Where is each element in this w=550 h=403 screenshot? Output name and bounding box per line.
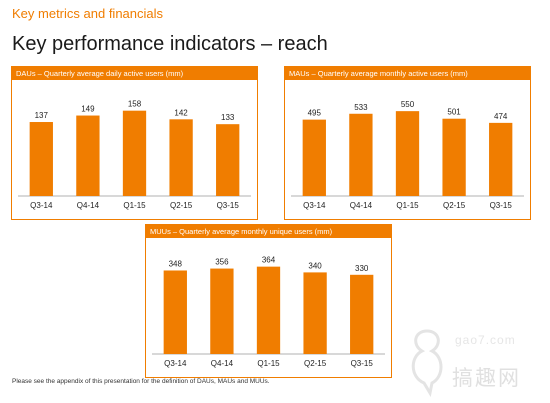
page-title: Key performance indicators – reach [12, 33, 328, 55]
dau-chart: 137 Q3-14 149 Q4-14 158 Q1-15 142 Q2-15 133 Q3-15 [18, 100, 251, 210]
data-label: 348 [169, 259, 183, 268]
bar-q3-14 [29, 122, 53, 196]
category-label: Q1-15 [257, 359, 280, 368]
mau-chart-panel: MAUs – Quarterly average monthly active … [284, 66, 531, 220]
category-label: Q4-14 [77, 201, 100, 210]
category-label: Q2-15 [170, 201, 193, 210]
data-label: 149 [81, 105, 95, 114]
muu-chart-title: MUUs – Quarterly average monthly unique … [146, 225, 391, 238]
data-label: 133 [221, 113, 235, 122]
data-label: 474 [494, 112, 508, 121]
data-label: 356 [215, 258, 229, 267]
section-title: Key metrics and financials [12, 6, 164, 21]
data-label: 330 [355, 264, 369, 273]
bar-q3-15 [489, 122, 513, 196]
data-label: 158 [128, 100, 142, 109]
bar-q4-14 [76, 115, 100, 196]
category-label: Q2-15 [443, 201, 466, 210]
watermark-logo-icon [411, 329, 443, 397]
watermark-name: 搞趣网 [452, 367, 521, 390]
category-label: Q3-14 [303, 201, 326, 210]
data-label: 364 [262, 256, 276, 265]
bar-q1-15 [395, 111, 420, 196]
category-label: Q2-15 [304, 359, 327, 368]
mau-chart: 495 Q3-14 533 Q4-14 550 Q1-15 501 Q2-15 474 Q3-15 [291, 100, 524, 210]
category-label: Q3-14 [164, 359, 187, 368]
bar-q2-15 [303, 272, 327, 354]
category-label: Q3-15 [351, 359, 374, 368]
category-label: Q4-14 [350, 201, 373, 210]
category-label: Q4-14 [211, 359, 234, 368]
bar-q1-15 [256, 266, 281, 354]
bar-q2-15 [442, 118, 466, 196]
footnote: Please see the appendix of this presenta… [12, 378, 270, 385]
mau-chart-title: MAUs – Quarterly average monthly active … [285, 67, 530, 80]
muu-chart-panel: MUUs – Quarterly average monthly unique … [145, 224, 392, 378]
bar-q4-14 [210, 268, 234, 354]
bar-q3-14 [302, 119, 326, 196]
data-label: 142 [174, 108, 188, 117]
bar-q3-15 [216, 124, 240, 196]
category-label: Q1-15 [123, 201, 146, 210]
data-label: 533 [354, 103, 368, 112]
data-label: 340 [308, 261, 322, 270]
category-label: Q1-15 [396, 201, 419, 210]
dau-chart-title: DAUs – Quarterly average daily active us… [12, 67, 257, 80]
data-label: 501 [447, 108, 461, 117]
dau-chart-panel: DAUs – Quarterly average daily active us… [11, 66, 258, 220]
bar-q3-15 [350, 274, 374, 354]
bar-q4-14 [349, 113, 373, 196]
watermark: gao7.com 搞趣网 [404, 325, 550, 403]
data-label: 495 [308, 109, 322, 118]
bar-q2-15 [169, 119, 193, 196]
bar-q3-14 [163, 270, 187, 354]
category-label: Q3-14 [30, 201, 53, 210]
bar-q1-15 [122, 110, 147, 196]
data-label: 550 [401, 100, 415, 109]
category-label: Q3-15 [217, 201, 240, 210]
data-label: 137 [35, 111, 49, 120]
category-label: Q3-15 [490, 201, 513, 210]
watermark-site: gao7.com [455, 333, 516, 347]
muu-chart: 348 Q3-14 356 Q4-14 364 Q1-15 340 Q2-15 330 Q3-15 [152, 256, 385, 368]
